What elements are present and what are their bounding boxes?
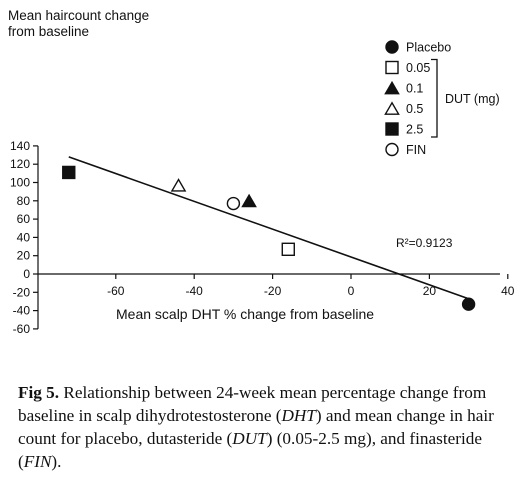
y-tick-label: 100	[10, 176, 30, 190]
r-squared-label: R²=0.9123	[396, 236, 453, 250]
caption-text-1: Relationship between 24-week mean percen…	[18, 383, 487, 425]
legend-marker	[384, 101, 400, 115]
caption-text-4: ).	[51, 452, 62, 471]
y-axis-label-line-1: Mean haircount change	[8, 8, 149, 23]
legend-label: 0.5	[406, 102, 423, 116]
y-tick-label: -60	[13, 322, 31, 336]
data-point	[281, 242, 295, 256]
caption-abbr-fin: FIN	[23, 452, 52, 471]
caption-abbr-dut: DUT	[232, 429, 267, 448]
x-tick-label: -20	[264, 284, 282, 298]
legend: Placebo 0.05 0.1 0.5 2.5 FIN DUT (mg)	[384, 40, 500, 157]
legend-bracket	[431, 58, 438, 138]
legend-label: 0.1	[406, 82, 423, 96]
trendline-group	[68, 156, 469, 300]
legend-marker	[385, 142, 399, 157]
legend-label: Placebo	[406, 41, 451, 55]
legend-marker	[385, 122, 399, 136]
y-tick-label: 60	[17, 212, 31, 226]
trendline	[68, 156, 469, 300]
x-tick-label: 20	[423, 284, 437, 298]
x-axis-label: Mean scalp DHT % change from baseline	[116, 306, 374, 322]
y-tick-label: 20	[17, 249, 31, 263]
data-point	[226, 196, 241, 211]
caption-abbr-dht: DHT	[281, 406, 316, 425]
y-tick-label: -40	[13, 304, 31, 318]
x-tick-label: 40	[501, 284, 515, 298]
y-tick-label: 140	[10, 139, 30, 153]
y-tick-label: 40	[17, 230, 31, 244]
caption-text-3: ) (0.05-2.5 mg), and finasteride (	[18, 429, 482, 471]
data-points	[62, 165, 476, 311]
y-tick-label: -20	[13, 285, 31, 299]
data-point	[461, 297, 476, 311]
caption-label: Fig 5.	[18, 383, 60, 402]
data-point	[241, 193, 257, 208]
legend-label: FIN	[406, 143, 426, 157]
x-tick-label: 0	[348, 284, 355, 298]
legend-bracket-label: DUT (mg)	[445, 92, 500, 106]
legend-label: 0.05	[406, 61, 430, 75]
y-tick-label: 80	[17, 194, 31, 208]
x-tick-label: -60	[107, 284, 125, 298]
y-tick-label: 120	[10, 157, 30, 171]
scatter-chart: Mean haircount change from baseline -60-…	[8, 8, 515, 336]
legend-marker	[385, 60, 399, 75]
legend-marker	[385, 40, 399, 54]
figure-caption: Fig 5. Relationship between 24-week mean…	[18, 381, 523, 473]
y-tick-label: 0	[23, 267, 30, 281]
axes: -60 -40 -20 0 20 40 60 80 100 120 140 -60 -40 -20 0 20 4…	[10, 139, 515, 336]
legend-label: 2.5	[406, 123, 423, 137]
y-axis-label-line-2: from baseline	[8, 24, 89, 39]
caption-text-2: ) and mean change in hair count for plac…	[18, 406, 494, 448]
legend-marker	[384, 80, 400, 95]
data-point	[170, 178, 187, 192]
data-point	[62, 165, 76, 180]
x-tick-label: -40	[186, 284, 204, 298]
